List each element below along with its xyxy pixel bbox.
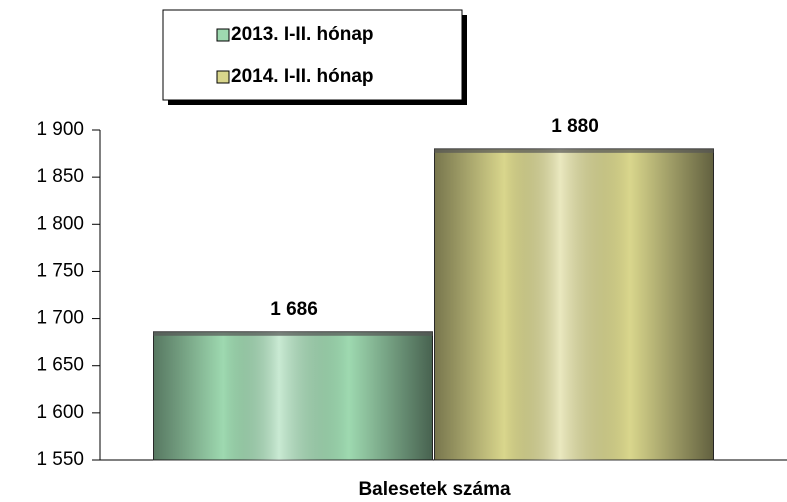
y-tick-label: 1 850 bbox=[36, 166, 84, 187]
bar-cap bbox=[434, 148, 714, 153]
y-tick-label: 1 700 bbox=[36, 308, 84, 329]
data-label: 1 880 bbox=[551, 116, 599, 137]
bar-cap bbox=[153, 331, 433, 336]
legend-swatch bbox=[216, 28, 230, 42]
bar-shade bbox=[153, 331, 433, 460]
x-tick-label: Balesetek száma bbox=[358, 479, 511, 500]
bar-shade bbox=[434, 148, 714, 460]
legend-label: 2014. I-II. hónap bbox=[231, 66, 374, 87]
legend-box bbox=[162, 9, 463, 101]
legend-label: 2013. I-II. hónap bbox=[231, 24, 374, 45]
y-tick-label: 1 650 bbox=[36, 355, 84, 376]
y-tick-label: 1 800 bbox=[36, 213, 84, 234]
y-tick-label: 1 550 bbox=[36, 449, 84, 470]
y-tick-label: 1 600 bbox=[36, 402, 84, 423]
y-tick-label: 1 750 bbox=[36, 260, 84, 281]
y-tick-label: 1 900 bbox=[36, 119, 84, 140]
data-label: 1 686 bbox=[270, 299, 318, 320]
legend-swatch bbox=[216, 70, 230, 84]
